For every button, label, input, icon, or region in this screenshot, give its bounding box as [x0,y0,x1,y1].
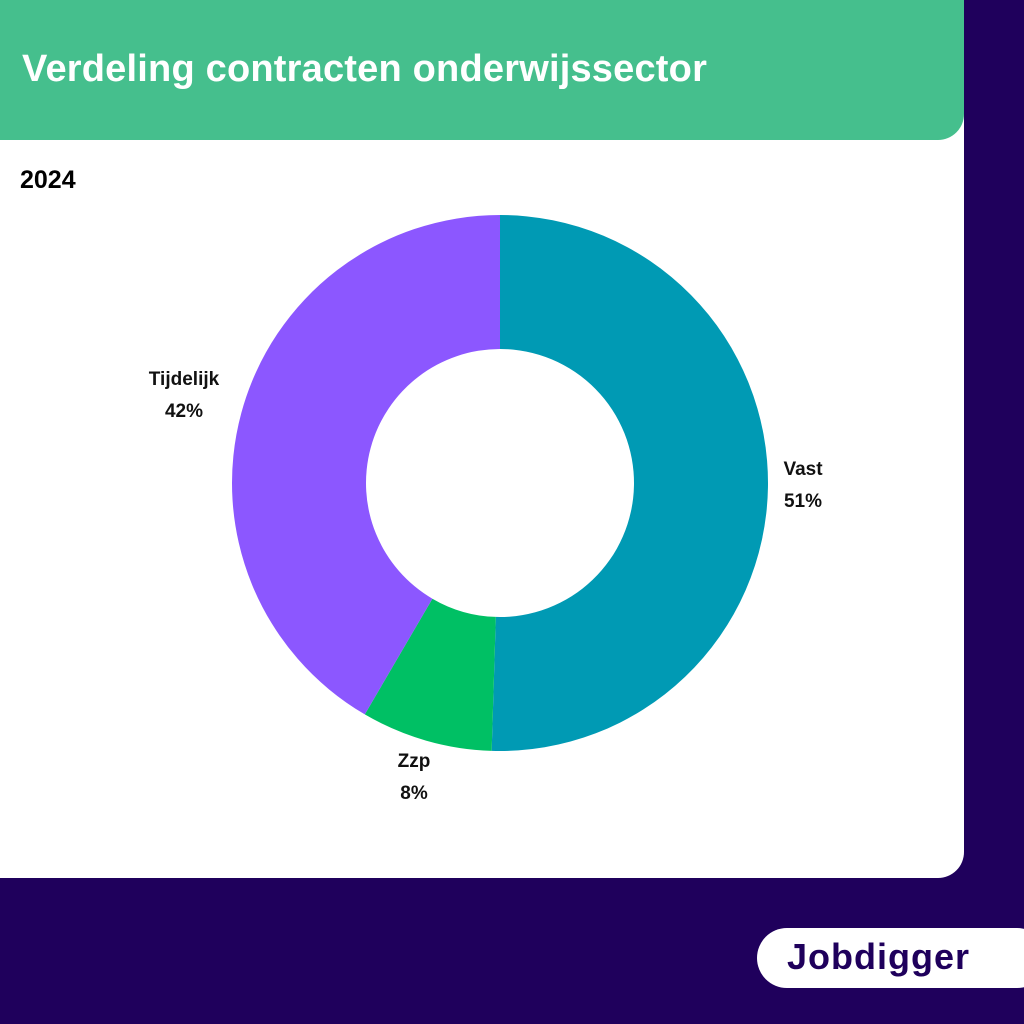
slice-zzp [364,598,496,751]
header-banner: Verdeling contracten onderwijssector [0,0,964,140]
page-title: Verdeling contracten onderwijssector [22,48,708,90]
brand-badge: Jobdigger [757,928,1024,988]
slice-label-zzp: Zzp [398,751,431,772]
slice-value-zzp: 8% [400,783,428,804]
slice-label-tijdelijk: Tijdelijk [149,369,220,390]
slice-value-vast: 51% [784,491,822,512]
slice-vast [491,215,768,751]
slice-tijdelijk [231,215,500,715]
slice-value-tijdelijk: 42% [165,401,203,422]
slice-label-vast: Vast [783,459,823,480]
brand-logo: Jobdigger [787,936,971,977]
chart-subtitle: 2024 [20,166,76,194]
